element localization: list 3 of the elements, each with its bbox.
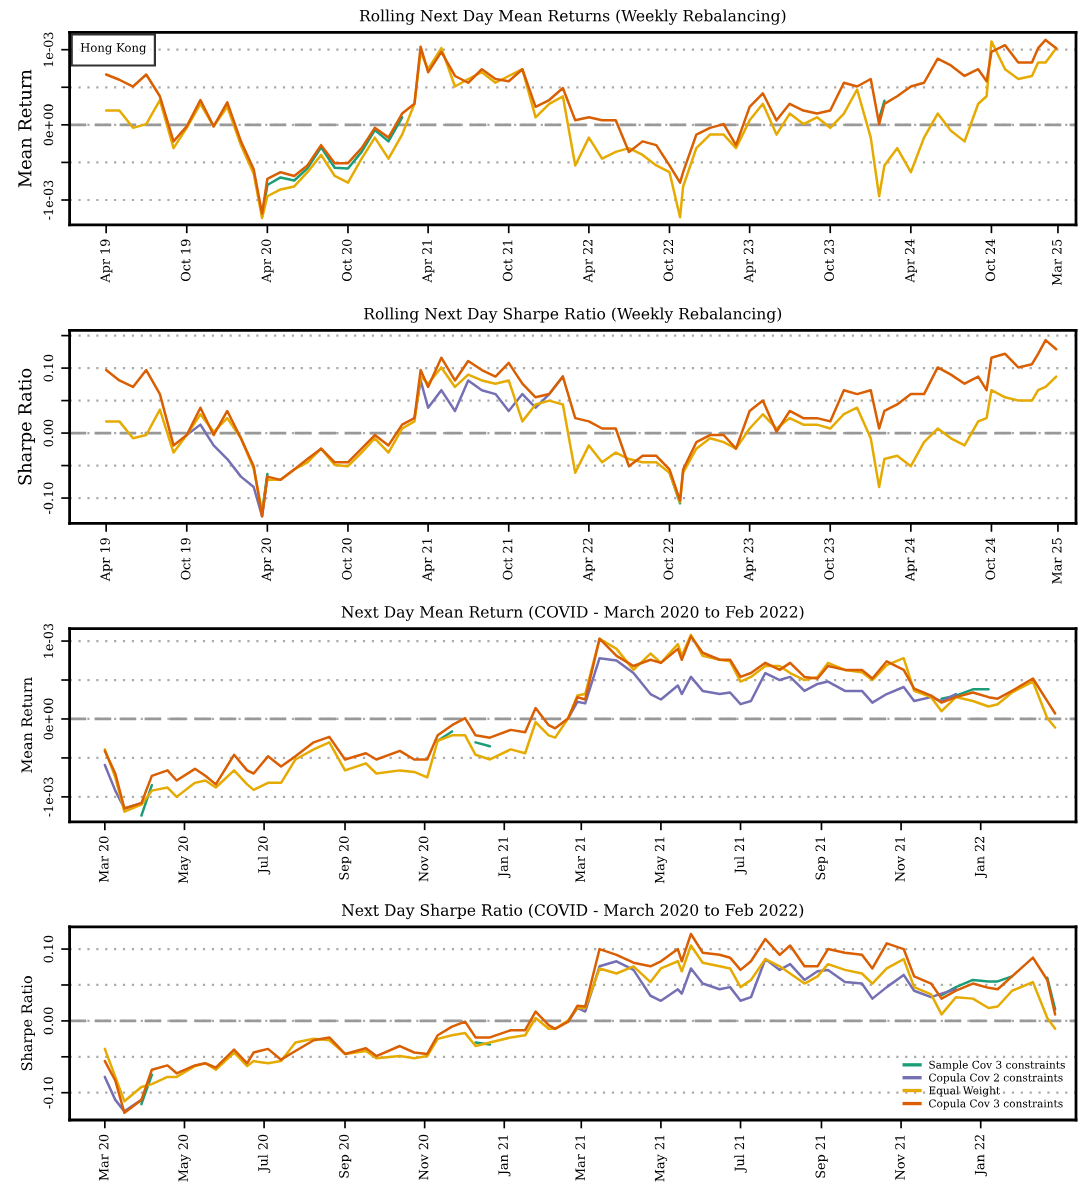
y-axis-title: Mean Return	[18, 69, 32, 188]
y-axis-title: Sharpe Ratio	[17, 368, 36, 485]
line-series	[104, 338, 1058, 518]
